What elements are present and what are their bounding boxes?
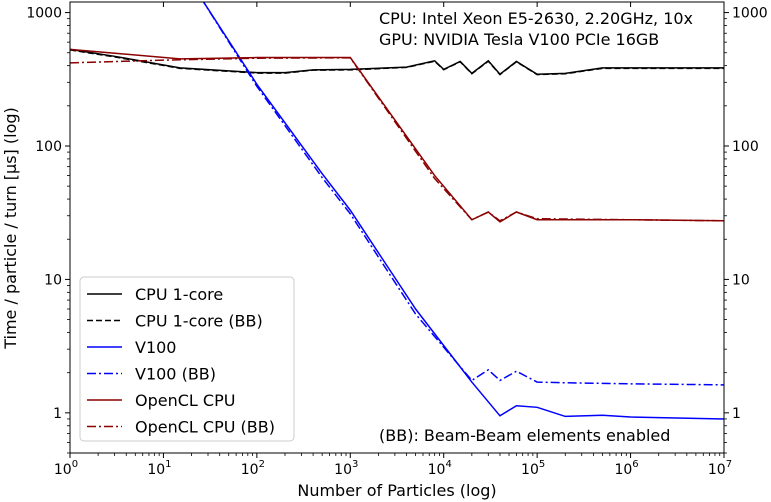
- legend-label-opencl-cpu: OpenCL CPU: [135, 391, 235, 410]
- y-tick-label-left: 10: [44, 272, 62, 288]
- y-tick-label-left: 100: [35, 139, 62, 155]
- y-axis-label: Time / particle / turn [µs] (log): [1, 107, 20, 350]
- x-tick-label: 105: [521, 459, 545, 478]
- x-tick-label: 104: [428, 459, 452, 478]
- bb-note-annotation: (BB): Beam-Beam elements enabled: [379, 426, 670, 445]
- x-tick-label: 107: [708, 459, 732, 478]
- x-tick-label: 103: [334, 459, 358, 478]
- legend-label-v100: V100: [135, 338, 176, 357]
- series-line-v100-bb: [202, 2, 724, 386]
- legend: CPU 1-core CPU 1-core (BB) V100 V100 (BB) Op…: [79, 276, 295, 442]
- x-tick-label: 102: [241, 459, 265, 478]
- x-axis-label: Number of Particles (log): [297, 481, 496, 500]
- series-line-opencl-cpu-bb: [70, 57, 724, 222]
- y-tick-label-right: 10: [732, 272, 750, 288]
- y-tick-label-left: 1000: [26, 6, 62, 22]
- series-line-cpu-1-core-bb: [70, 49, 724, 76]
- x-tick-label: 101: [147, 459, 171, 478]
- gpu-annotation: GPU: NVIDIA Tesla V100 PCIe 16GB: [379, 30, 659, 49]
- y-tick-label-left: 1: [53, 406, 62, 422]
- x-tick-label: 106: [614, 459, 638, 478]
- y-tick-label-right: 100: [732, 139, 759, 155]
- series-line-v100: [202, 2, 724, 420]
- series-layer: [70, 2, 724, 420]
- plot-area-frame: [69, 1, 725, 454]
- y-tick-label-right: 1000: [732, 6, 768, 22]
- legend-label-v100-bb: V100 (BB): [135, 365, 216, 384]
- y-tick-label-right: 1: [732, 406, 741, 422]
- cpu-annotation: CPU: Intel Xeon E5-2630, 2.20GHz, 10x: [379, 9, 693, 28]
- series-line-opencl-cpu: [70, 48, 724, 223]
- legend-box: [79, 276, 295, 442]
- legend-entries: CPU 1-core CPU 1-core (BB) V100 V100 (BB) Op…: [87, 285, 275, 437]
- legend-label-cpu-1-core-bb: CPU 1-core (BB): [135, 312, 263, 331]
- legend-label-opencl-cpu-bb: OpenCL CPU (BB): [135, 418, 275, 437]
- series-line-cpu-1-core: [70, 48, 724, 76]
- legend-label-cpu-1-core: CPU 1-core: [135, 285, 223, 304]
- x-tick-label: 100: [54, 459, 78, 478]
